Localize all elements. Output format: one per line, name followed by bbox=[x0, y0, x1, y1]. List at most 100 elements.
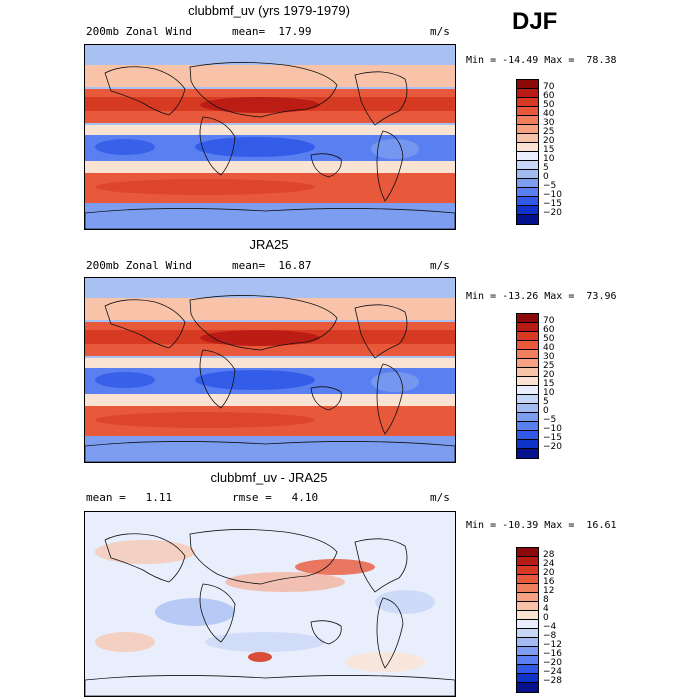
colorbar bbox=[516, 313, 539, 459]
field-anomaly bbox=[195, 137, 315, 157]
colorbar-tick-label: 0 bbox=[543, 172, 549, 182]
colorbar-swatch bbox=[517, 674, 538, 683]
map-field bbox=[85, 278, 455, 462]
coastline bbox=[85, 208, 455, 229]
field-anomaly bbox=[375, 590, 435, 614]
colorbar-swatch bbox=[517, 152, 538, 161]
colorbar-tick-label: 20 bbox=[543, 568, 555, 578]
colorbar-swatch bbox=[517, 188, 538, 197]
colorbar-swatch bbox=[517, 386, 538, 395]
coastline bbox=[189, 295, 338, 351]
colorbar-tick-label: −24 bbox=[543, 667, 562, 677]
field-anomaly bbox=[95, 372, 155, 388]
coastline bbox=[310, 386, 342, 411]
colorbar-swatch bbox=[517, 449, 538, 458]
colorbar-tick-label: 5 bbox=[543, 163, 549, 173]
coastline bbox=[199, 116, 236, 176]
colorbar bbox=[516, 79, 539, 225]
field-anomaly bbox=[155, 598, 235, 626]
colorbar-swatch bbox=[517, 683, 538, 692]
colorbar-tick-label: 25 bbox=[543, 361, 555, 371]
colorbar-swatch bbox=[517, 395, 538, 404]
minmax-label: Min = -10.39 Max = 16.61 bbox=[466, 520, 617, 531]
colorbar-tick-label: 4 bbox=[543, 604, 549, 614]
colorbar-tick-label: −5 bbox=[543, 181, 557, 191]
colorbar-tick-label: 60 bbox=[543, 325, 555, 335]
colorbar-tick-label: 12 bbox=[543, 586, 555, 596]
colorbar-tick-label: 50 bbox=[543, 334, 555, 344]
field-anomaly bbox=[95, 632, 155, 652]
field-anomaly bbox=[200, 97, 320, 113]
panel-left-label: 200mb Zonal Wind bbox=[86, 25, 192, 38]
colorbar-swatch bbox=[517, 134, 538, 143]
field-band bbox=[85, 65, 455, 87]
coastline bbox=[104, 66, 186, 116]
field-band bbox=[85, 358, 455, 368]
colorbar-swatch bbox=[517, 584, 538, 593]
colorbar-swatch bbox=[517, 341, 538, 350]
panel-mean-label: mean= 16.87 bbox=[232, 259, 312, 272]
panel-units-label: m/s bbox=[430, 25, 450, 38]
colorbar-swatch bbox=[517, 323, 538, 332]
colorbar-tick-label: 0 bbox=[543, 613, 549, 623]
colorbar-tick-label: 28 bbox=[543, 550, 555, 560]
panel-mean-label: mean= 17.99 bbox=[232, 25, 312, 38]
map-field bbox=[85, 45, 455, 229]
colorbar-swatch bbox=[517, 638, 538, 647]
colorbar-swatch bbox=[517, 575, 538, 584]
colorbar-swatch bbox=[517, 359, 538, 368]
coastline bbox=[104, 299, 186, 349]
colorbar-swatch bbox=[517, 314, 538, 323]
colorbar-swatch bbox=[517, 620, 538, 629]
colorbar-tick-label: 5 bbox=[543, 397, 549, 407]
colorbar-swatch bbox=[517, 80, 538, 89]
colorbar-swatch bbox=[517, 368, 538, 377]
colorbar-swatch bbox=[517, 161, 538, 170]
field-anomaly bbox=[248, 652, 272, 662]
field-anomaly bbox=[95, 179, 315, 195]
colorbar-tick-label: 16 bbox=[543, 577, 555, 587]
colorbar-tick-label: 30 bbox=[543, 352, 555, 362]
coastline bbox=[199, 349, 236, 409]
coastline bbox=[189, 62, 338, 118]
colorbar-swatch bbox=[517, 350, 538, 359]
colorbar-tick-label: −4 bbox=[543, 622, 557, 632]
colorbar-tick-label: 70 bbox=[543, 316, 555, 326]
colorbar-tick-label: 15 bbox=[543, 145, 555, 155]
colorbar-swatch bbox=[517, 89, 538, 98]
field-band bbox=[85, 203, 455, 229]
coastline bbox=[354, 71, 408, 126]
colorbar-swatch bbox=[517, 611, 538, 620]
field-anomaly bbox=[371, 372, 419, 392]
minmax-label: Min = -13.26 Max = 73.96 bbox=[466, 291, 617, 302]
colorbar-tick-label: −15 bbox=[543, 433, 562, 443]
field-band bbox=[85, 436, 455, 462]
coastline bbox=[310, 620, 342, 645]
colorbar-tick-label: 40 bbox=[543, 109, 555, 119]
panel-title: clubbmf_uv (yrs 1979-1979) bbox=[188, 3, 350, 18]
coastline bbox=[310, 153, 342, 178]
coastline bbox=[104, 533, 186, 583]
field-anomaly bbox=[295, 559, 375, 575]
colorbar-swatch bbox=[517, 116, 538, 125]
colorbar-tick-label: −10 bbox=[543, 190, 562, 200]
colorbar-tick-label: −8 bbox=[543, 631, 557, 641]
colorbar-swatch bbox=[517, 143, 538, 152]
colorbar-tick-label: 70 bbox=[543, 82, 555, 92]
coastline bbox=[376, 597, 404, 669]
coastline bbox=[354, 538, 408, 593]
colorbar-tick-label: 0 bbox=[543, 406, 549, 416]
field-anomaly bbox=[345, 652, 425, 672]
coastline bbox=[376, 130, 404, 202]
colorbar-tick-label: 15 bbox=[543, 379, 555, 389]
map-plot bbox=[84, 277, 456, 463]
colorbar-tick-label: −20 bbox=[543, 208, 562, 218]
field-band bbox=[85, 125, 455, 135]
season-label: DJF bbox=[512, 8, 558, 35]
field-anomaly bbox=[205, 632, 325, 652]
colorbar-swatch bbox=[517, 179, 538, 188]
colorbar-tick-label: 8 bbox=[543, 595, 549, 605]
coastline bbox=[85, 675, 455, 696]
colorbar-swatch bbox=[517, 602, 538, 611]
colorbar-tick-label: 25 bbox=[543, 127, 555, 137]
